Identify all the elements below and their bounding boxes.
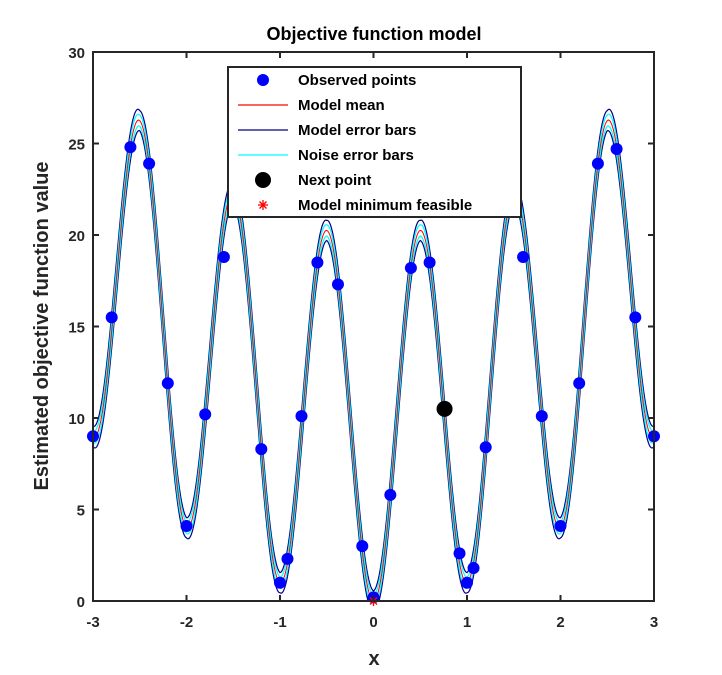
legend-swatch [258, 200, 268, 210]
observed-point-5 [180, 519, 193, 532]
observed-point-7 [217, 250, 230, 263]
next-point [436, 400, 453, 417]
observed-point-22 [479, 441, 492, 454]
observed-point-10 [281, 552, 294, 565]
legend: Observed points Model mean Model error bar… [227, 66, 522, 218]
observed-point-9 [274, 576, 286, 589]
observed-point-4 [161, 377, 174, 390]
observed-point-26 [573, 377, 586, 390]
x-tick-label: -2 [180, 614, 193, 631]
x-tick-label: 2 [556, 614, 564, 631]
legend-label: Model error bars [298, 122, 416, 139]
y-axis-label: Estimated objective function value [31, 162, 53, 491]
observed-point-29 [629, 311, 642, 324]
observed-point-23 [535, 410, 548, 423]
legend-swatch [255, 172, 271, 188]
observed-point-11 [295, 410, 308, 423]
x-tick-label: -1 [273, 614, 286, 631]
observed-point-1 [105, 311, 118, 324]
observed-point-17 [404, 261, 417, 274]
observed-point-6 [199, 408, 212, 421]
observed-point-25 [554, 519, 567, 532]
legend-label: Model mean [298, 97, 385, 114]
x-tick-label: 0 [369, 614, 377, 631]
model-error-upper [92, 108, 655, 592]
observed-point-16 [384, 488, 397, 501]
y-tick-label: 10 [68, 411, 85, 428]
y-tick-label: 25 [68, 137, 85, 154]
legend-box [227, 66, 522, 218]
observed-point-19 [453, 547, 466, 560]
x-tick-label: 3 [650, 614, 658, 631]
legend-label: Observed points [298, 72, 416, 89]
legend-label: Next point [298, 172, 371, 189]
observed-point-21 [467, 562, 480, 575]
observed-point-13 [331, 278, 344, 291]
observed-point-24 [517, 250, 530, 263]
legend-swatch [257, 74, 269, 86]
observed-point-28 [610, 142, 623, 155]
observed-point-27 [591, 157, 604, 170]
y-tick-label: 20 [68, 228, 85, 245]
y-tick-label: 15 [68, 320, 85, 337]
observed-point-8 [255, 443, 268, 456]
legend-label: Model minimum feasible [298, 197, 472, 214]
observed-point-12 [311, 256, 324, 269]
observed-point-20 [461, 576, 473, 589]
observed-point-3 [143, 157, 156, 170]
x-axis-label: x [368, 648, 379, 670]
y-tick-label: 30 [68, 45, 85, 62]
y-tick-label: 0 [77, 594, 85, 611]
observed-point-2 [124, 141, 137, 154]
y-tick-label: 5 [77, 503, 85, 520]
x-tick-label: 1 [463, 614, 471, 631]
observed-point-14 [356, 540, 369, 553]
observed-point-18 [423, 256, 436, 269]
chart-title: Objective function model [266, 24, 481, 44]
legend-label: Noise error bars [298, 147, 414, 164]
x-tick-label: -3 [86, 614, 99, 631]
